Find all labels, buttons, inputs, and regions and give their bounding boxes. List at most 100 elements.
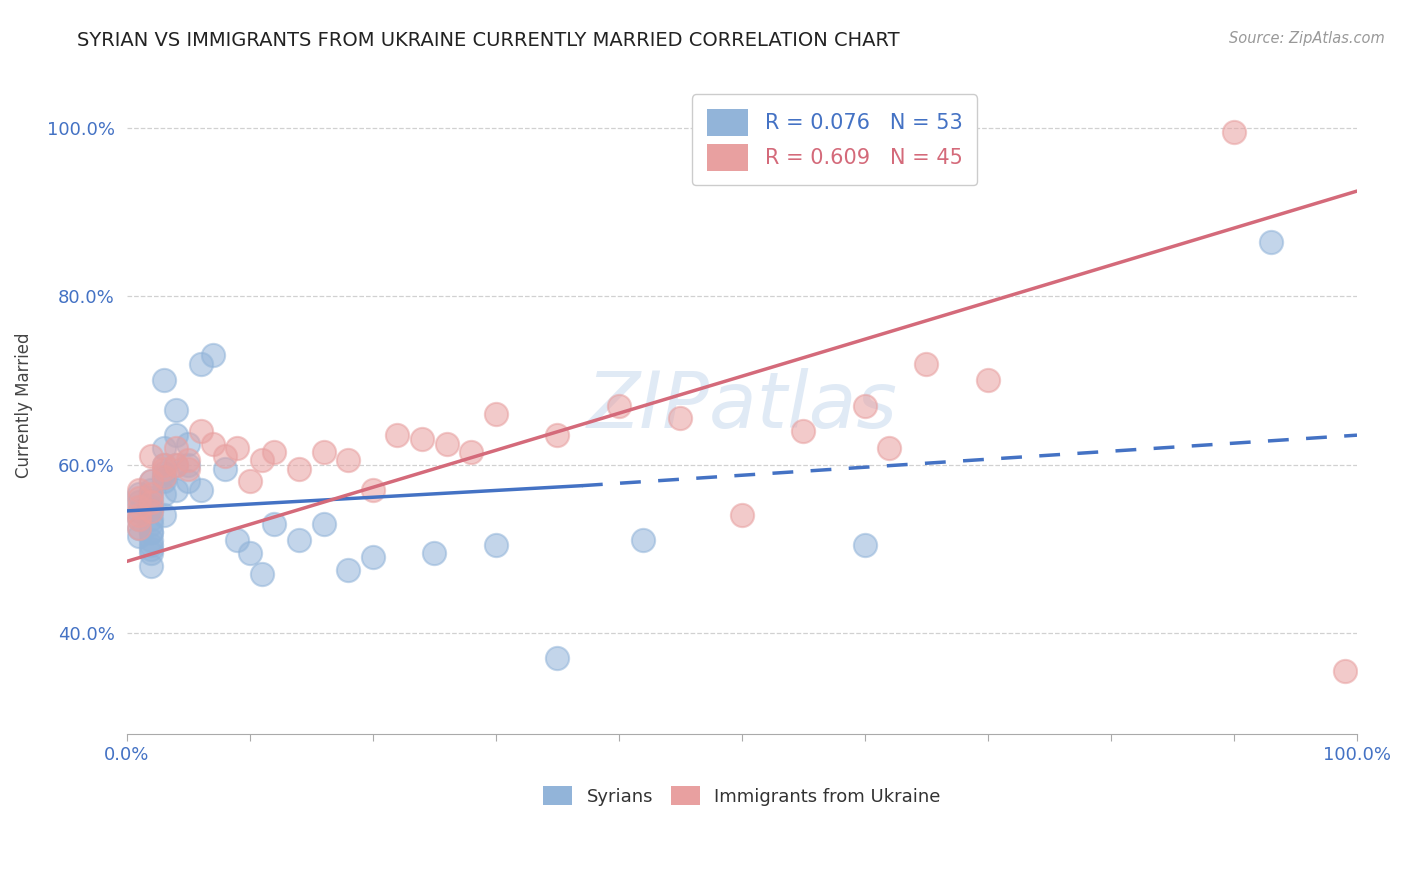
Point: [128, 495, 150, 509]
Point: [226, 533, 249, 548]
Point: [141, 475, 163, 489]
Point: [141, 558, 163, 573]
Point: [201, 436, 224, 450]
Text: SYRIAN VS IMMIGRANTS FROM UKRAINE CURRENTLY MARRIED CORRELATION CHART: SYRIAN VS IMMIGRANTS FROM UKRAINE CURREN…: [77, 31, 900, 50]
Point: [546, 651, 568, 665]
Point: [128, 487, 150, 501]
Point: [165, 428, 187, 442]
Point: [128, 512, 150, 526]
Point: [250, 453, 273, 467]
Point: [128, 521, 150, 535]
Point: [165, 483, 187, 497]
Point: [853, 399, 876, 413]
Point: [190, 424, 212, 438]
Point: [152, 458, 174, 472]
Point: [165, 458, 187, 472]
Point: [152, 458, 174, 472]
Point: [141, 524, 163, 539]
Point: [141, 504, 163, 518]
Point: [177, 462, 200, 476]
Point: [337, 453, 360, 467]
Point: [1223, 125, 1246, 139]
Point: [141, 546, 163, 560]
Point: [141, 512, 163, 526]
Point: [152, 374, 174, 388]
Point: [190, 483, 212, 497]
Text: Source: ZipAtlas.com: Source: ZipAtlas.com: [1229, 31, 1385, 46]
Point: [165, 403, 187, 417]
Point: [337, 563, 360, 577]
Point: [128, 512, 150, 526]
Point: [288, 533, 311, 548]
Point: [152, 466, 174, 480]
Point: [177, 453, 200, 467]
Point: [201, 348, 224, 362]
Point: [485, 538, 508, 552]
Point: [141, 533, 163, 548]
Point: [288, 462, 311, 476]
Point: [263, 445, 285, 459]
Point: [977, 374, 1000, 388]
Point: [190, 357, 212, 371]
Point: [165, 441, 187, 455]
Point: [141, 483, 163, 497]
Point: [128, 491, 150, 506]
Point: [607, 399, 630, 413]
Point: [128, 521, 150, 535]
Point: [226, 441, 249, 455]
Point: [460, 445, 482, 459]
Point: [361, 550, 384, 565]
Point: [152, 487, 174, 501]
Point: [879, 441, 901, 455]
Point: [423, 546, 446, 560]
Point: [387, 428, 409, 442]
Point: [141, 524, 163, 539]
Point: [152, 470, 174, 484]
Point: [141, 504, 163, 518]
Point: [152, 441, 174, 455]
Point: [141, 491, 163, 506]
Point: [731, 508, 754, 522]
Point: [152, 475, 174, 489]
Point: [141, 475, 163, 489]
Point: [141, 538, 163, 552]
Point: [250, 567, 273, 582]
Point: [128, 500, 150, 514]
Point: [214, 449, 236, 463]
Point: [152, 462, 174, 476]
Point: [128, 504, 150, 518]
Point: [436, 436, 458, 450]
Point: [546, 428, 568, 442]
Point: [141, 487, 163, 501]
Point: [141, 516, 163, 531]
Point: [1260, 235, 1282, 249]
Point: [141, 495, 163, 509]
Text: ZIPatlas: ZIPatlas: [586, 368, 897, 443]
Point: [214, 462, 236, 476]
Point: [141, 449, 163, 463]
Point: [263, 516, 285, 531]
Y-axis label: Currently Married: Currently Married: [15, 333, 32, 478]
Point: [152, 470, 174, 484]
Point: [312, 445, 335, 459]
Point: [165, 458, 187, 472]
Point: [633, 533, 655, 548]
Point: [128, 508, 150, 522]
Legend: Syrians, Immigrants from Ukraine: Syrians, Immigrants from Ukraine: [536, 779, 948, 813]
Point: [312, 516, 335, 531]
Point: [239, 475, 262, 489]
Point: [1333, 664, 1355, 678]
Point: [669, 411, 692, 425]
Point: [239, 546, 262, 560]
Point: [361, 483, 384, 497]
Point: [485, 407, 508, 421]
Point: [141, 500, 163, 514]
Point: [128, 483, 150, 497]
Point: [177, 475, 200, 489]
Point: [177, 436, 200, 450]
Point: [915, 357, 938, 371]
Point: [853, 538, 876, 552]
Point: [152, 508, 174, 522]
Point: [792, 424, 814, 438]
Point: [128, 529, 150, 543]
